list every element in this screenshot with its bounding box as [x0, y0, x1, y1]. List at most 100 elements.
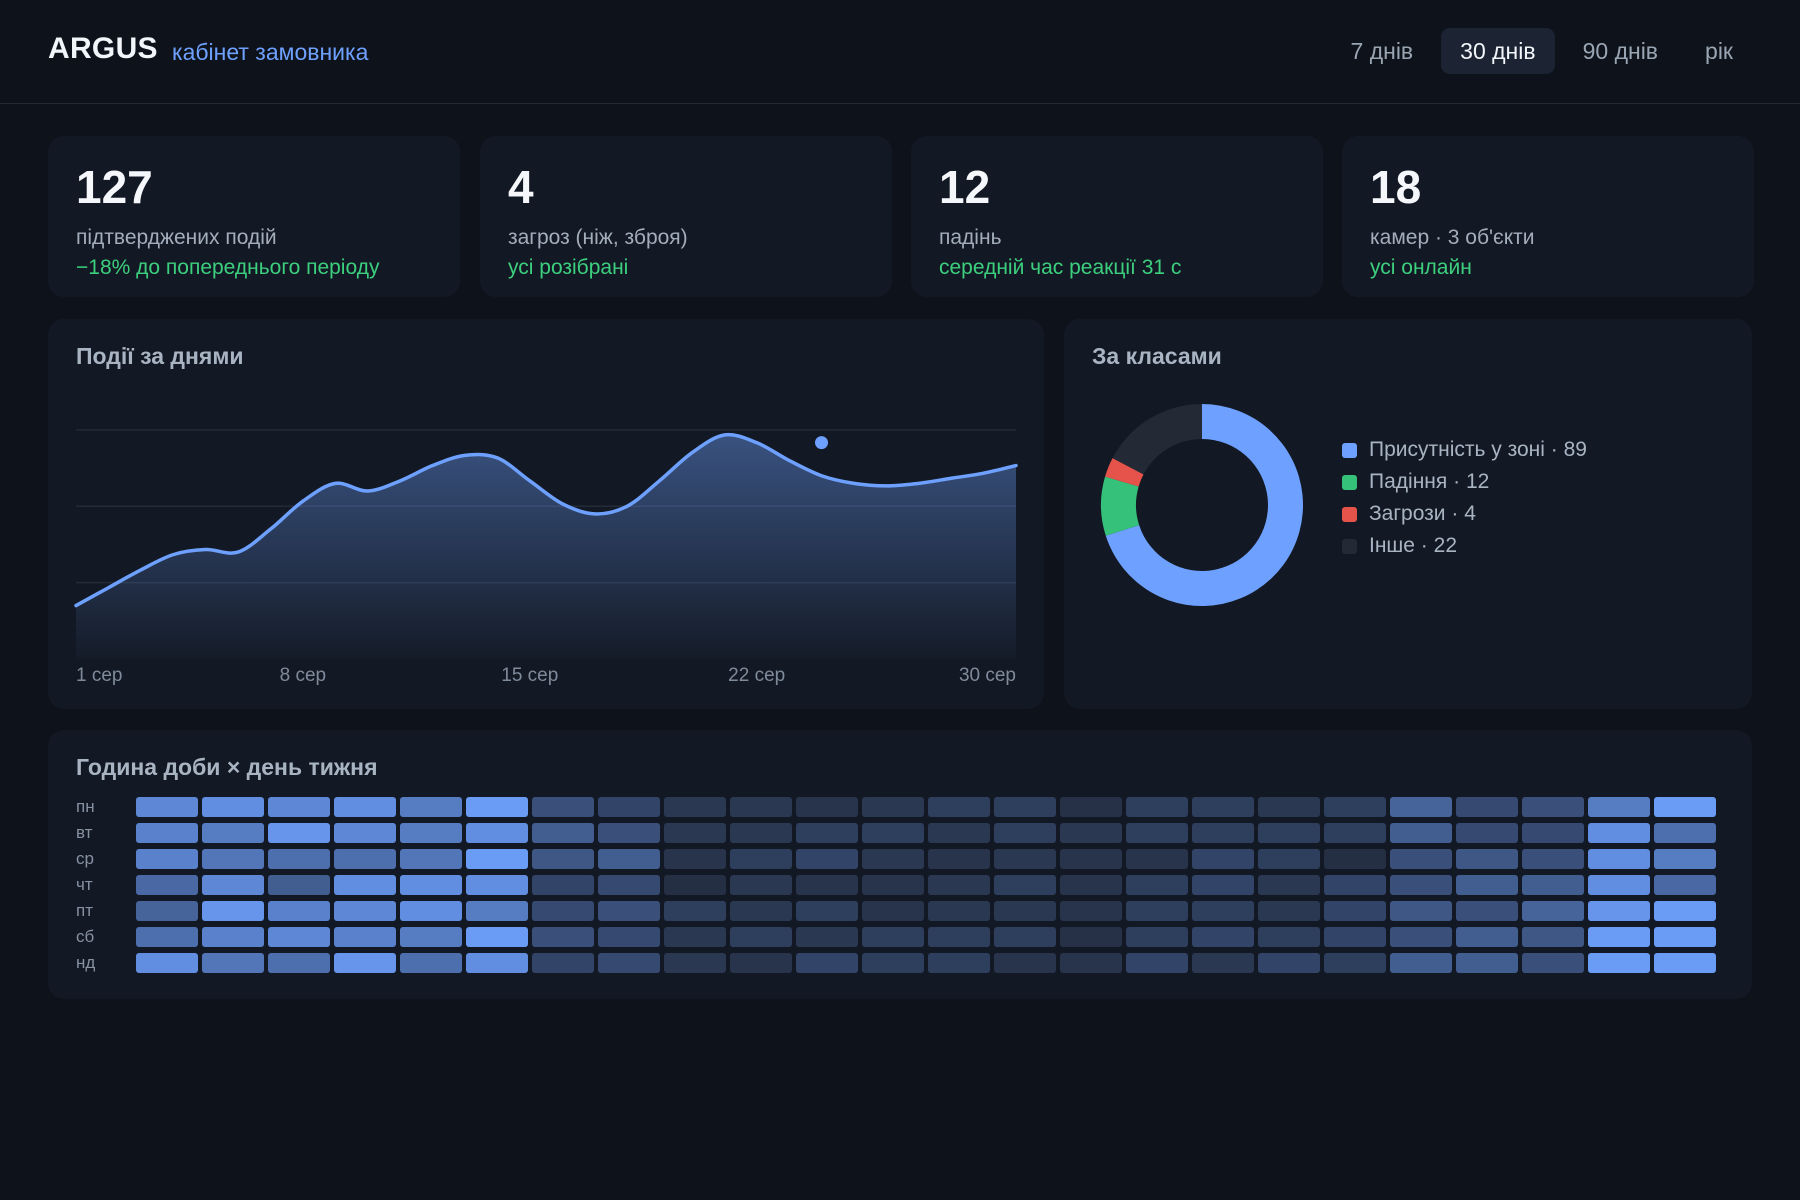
heatmap-cell[interactable]: [994, 849, 1056, 869]
heatmap-cell[interactable]: [202, 797, 264, 817]
heatmap-cell[interactable]: [202, 849, 264, 869]
heatmap-cell[interactable]: [136, 953, 198, 973]
heatmap-cell[interactable]: [202, 927, 264, 947]
heatmap-cell[interactable]: [1324, 927, 1386, 947]
heatmap-cell[interactable]: [1126, 901, 1188, 921]
heatmap-cell[interactable]: [1324, 875, 1386, 895]
period-year[interactable]: рік: [1705, 38, 1733, 64]
heatmap-cell[interactable]: [202, 901, 264, 921]
heatmap-cell[interactable]: [202, 953, 264, 973]
heatmap-cell[interactable]: [532, 823, 594, 843]
heatmap-cell[interactable]: [1522, 797, 1584, 817]
heatmap-cell[interactable]: [532, 797, 594, 817]
heatmap-cell[interactable]: [1588, 901, 1650, 921]
heatmap-cell[interactable]: [268, 875, 330, 895]
heatmap-cell[interactable]: [1522, 875, 1584, 895]
heatmap-cell[interactable]: [1192, 927, 1254, 947]
heatmap-cell[interactable]: [1126, 849, 1188, 869]
heatmap-cell[interactable]: [1390, 823, 1452, 843]
heatmap-cell[interactable]: [1654, 875, 1716, 895]
heatmap-cell[interactable]: [598, 927, 660, 947]
heatmap-cell[interactable]: [1126, 875, 1188, 895]
heatmap-cell[interactable]: [598, 797, 660, 817]
heatmap-cell[interactable]: [1522, 823, 1584, 843]
heatmap-cell[interactable]: [598, 823, 660, 843]
heatmap-cell[interactable]: [928, 875, 990, 895]
heatmap-cell[interactable]: [1324, 901, 1386, 921]
heatmap-cell[interactable]: [1456, 875, 1518, 895]
heatmap-cell[interactable]: [1324, 849, 1386, 869]
heatmap-cell[interactable]: [598, 953, 660, 973]
heatmap-cell[interactable]: [334, 823, 396, 843]
heatmap-cell[interactable]: [796, 927, 858, 947]
heatmap-cell[interactable]: [1060, 901, 1122, 921]
heatmap-cell[interactable]: [1126, 927, 1188, 947]
heatmap-cell[interactable]: [334, 797, 396, 817]
heatmap-cell[interactable]: [1522, 849, 1584, 869]
heatmap-cell[interactable]: [994, 953, 1056, 973]
heatmap-cell[interactable]: [664, 901, 726, 921]
heatmap-cell[interactable]: [1522, 927, 1584, 947]
heatmap-cell[interactable]: [400, 797, 462, 817]
heatmap-cell[interactable]: [994, 797, 1056, 817]
heatmap-cell[interactable]: [466, 797, 528, 817]
heatmap-cell[interactable]: [994, 927, 1056, 947]
heatmap-cell[interactable]: [730, 875, 792, 895]
heatmap-cell[interactable]: [202, 823, 264, 843]
period-7-days[interactable]: 7 днів: [1350, 38, 1414, 64]
heatmap-cell[interactable]: [1192, 953, 1254, 973]
heatmap-cell[interactable]: [1588, 849, 1650, 869]
heatmap-cell[interactable]: [400, 901, 462, 921]
donut-slice-2[interactable]: [1105, 458, 1144, 487]
heatmap-cell[interactable]: [268, 927, 330, 947]
heatmap-cell[interactable]: [136, 901, 198, 921]
heatmap-cell[interactable]: [796, 849, 858, 869]
heatmap-cell[interactable]: [1588, 875, 1650, 895]
heatmap-cell[interactable]: [664, 823, 726, 843]
heatmap-cell[interactable]: [1654, 797, 1716, 817]
heatmap-cell[interactable]: [664, 953, 726, 973]
heatmap-cell[interactable]: [1588, 797, 1650, 817]
heatmap-cell[interactable]: [928, 901, 990, 921]
heatmap-cell[interactable]: [994, 823, 1056, 843]
heatmap-cell[interactable]: [334, 953, 396, 973]
donut-slice-0[interactable]: [1105, 404, 1303, 606]
heatmap-cell[interactable]: [730, 797, 792, 817]
heatmap-cell[interactable]: [136, 849, 198, 869]
heatmap-cell[interactable]: [1390, 953, 1452, 973]
heatmap-cell[interactable]: [1258, 797, 1320, 817]
heatmap-cell[interactable]: [136, 875, 198, 895]
heatmap-cell[interactable]: [1522, 901, 1584, 921]
heatmap-cell[interactable]: [400, 953, 462, 973]
heatmap-cell[interactable]: [1060, 927, 1122, 947]
heatmap-cell[interactable]: [1060, 875, 1122, 895]
heatmap-cell[interactable]: [994, 901, 1056, 921]
heatmap-cell[interactable]: [1324, 953, 1386, 973]
heatmap-cell[interactable]: [400, 849, 462, 869]
heatmap-cell[interactable]: [1522, 953, 1584, 973]
heatmap-cell[interactable]: [466, 875, 528, 895]
heatmap-cell[interactable]: [268, 823, 330, 843]
heatmap-cell[interactable]: [730, 927, 792, 947]
heatmap-cell[interactable]: [1192, 849, 1254, 869]
heatmap-cell[interactable]: [1588, 823, 1650, 843]
heatmap-cell[interactable]: [1258, 875, 1320, 895]
heatmap-cell[interactable]: [928, 849, 990, 869]
heatmap-cell[interactable]: [1456, 823, 1518, 843]
heatmap-cell[interactable]: [730, 849, 792, 869]
heatmap-cell[interactable]: [862, 849, 924, 869]
heatmap-cell[interactable]: [862, 875, 924, 895]
heatmap-cell[interactable]: [1456, 797, 1518, 817]
heatmap-cell[interactable]: [730, 953, 792, 973]
heatmap-cell[interactable]: [664, 875, 726, 895]
highlight-point[interactable]: [815, 436, 829, 450]
heatmap-cell[interactable]: [1654, 823, 1716, 843]
heatmap-cell[interactable]: [268, 849, 330, 869]
heatmap-cell[interactable]: [1588, 927, 1650, 947]
heatmap-cell[interactable]: [664, 849, 726, 869]
heatmap-cell[interactable]: [202, 875, 264, 895]
heatmap-cell[interactable]: [928, 953, 990, 973]
heatmap-cell[interactable]: [1654, 927, 1716, 947]
heatmap-cell[interactable]: [862, 901, 924, 921]
heatmap-cell[interactable]: [268, 901, 330, 921]
